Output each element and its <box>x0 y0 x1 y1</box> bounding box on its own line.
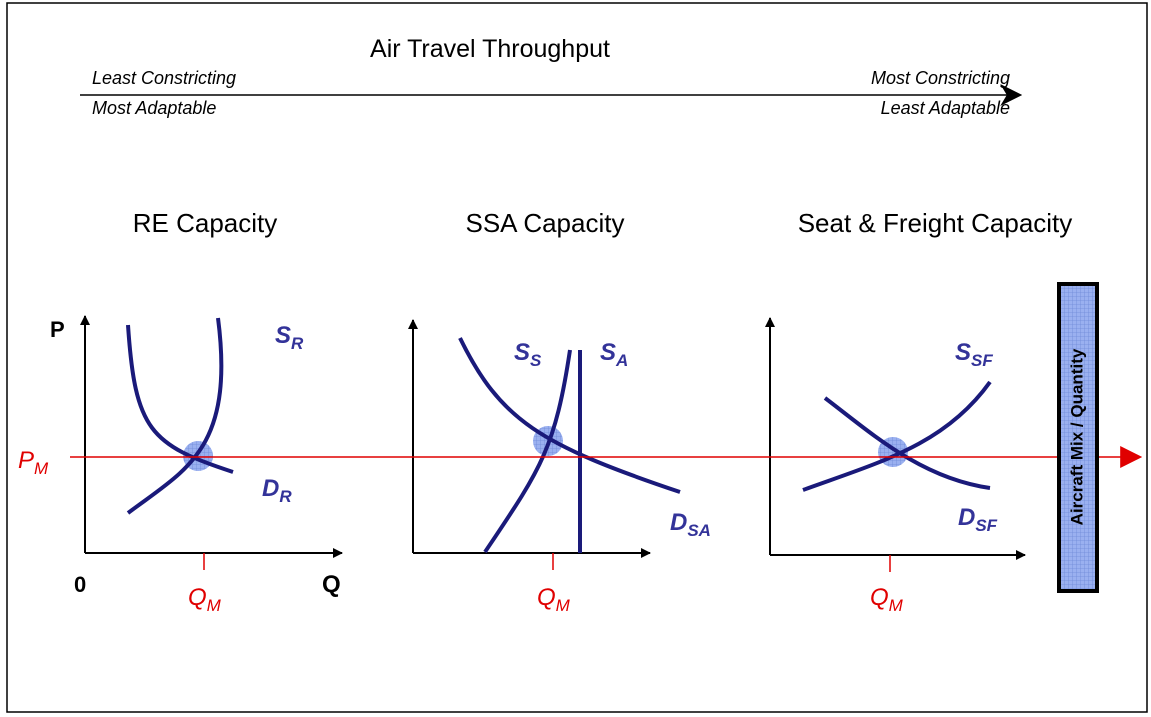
supply-label: SR <box>275 322 304 353</box>
label-sub: R <box>291 334 304 353</box>
axis-p: P <box>50 317 65 342</box>
label-main: S <box>275 322 291 349</box>
right-bottom: Least Adaptable <box>881 98 1010 118</box>
supply-label: SS <box>514 339 542 370</box>
label-main: S <box>514 339 530 366</box>
label-main: Q <box>870 584 889 611</box>
label-sub: SA <box>687 521 711 540</box>
demand-curve <box>126 324 234 474</box>
label-sub: M <box>556 596 571 615</box>
label-main: P <box>18 447 34 474</box>
quantity-label: QM <box>870 584 904 615</box>
demand-label: DSF <box>958 504 998 535</box>
supply-curve <box>802 380 992 492</box>
supply-alt-label: SA <box>600 339 628 370</box>
demand-label: DR <box>262 475 292 506</box>
left-top: Least Constricting <box>92 68 236 88</box>
label-sub: SF <box>975 516 997 535</box>
label-main: D <box>670 509 687 536</box>
panel-title: Seat & Freight Capacity <box>798 208 1073 238</box>
panel-title: SSA Capacity <box>466 208 625 238</box>
panel-title: RE Capacity <box>133 208 278 238</box>
price-label: PM <box>18 447 49 478</box>
demand-label: DSA <box>670 509 711 540</box>
side-box-label: Aircraft Mix / Quantity <box>1067 348 1086 525</box>
label-main: D <box>958 504 975 531</box>
label-main: D <box>262 475 279 502</box>
demand-curve <box>458 337 681 494</box>
label-sub: SF <box>971 351 993 370</box>
label-main: Q <box>188 584 207 611</box>
label-main: Q <box>537 584 556 611</box>
label-main: S <box>955 339 971 366</box>
side-box <box>1057 282 1099 593</box>
frame <box>6 2 1148 713</box>
label-sub: R <box>279 487 292 506</box>
right-top: Most Constricting <box>871 68 1010 88</box>
supply-label: SSF <box>955 339 993 370</box>
axis-zero: 0 <box>74 572 86 597</box>
label-sub: A <box>615 351 628 370</box>
title: Air Travel Throughput <box>370 35 610 63</box>
label-sub: M <box>207 596 222 615</box>
label-sub: M <box>34 459 49 478</box>
demand-curve <box>823 396 991 490</box>
quantity-label: QM <box>537 584 571 615</box>
axis-q: Q <box>322 571 341 598</box>
left-bottom: Most Adaptable <box>92 98 216 118</box>
label-main: S <box>600 339 616 366</box>
label-sub: M <box>889 596 904 615</box>
label-sub: S <box>530 351 542 370</box>
supply-curve <box>126 317 224 515</box>
quantity-label: QM <box>188 584 222 615</box>
